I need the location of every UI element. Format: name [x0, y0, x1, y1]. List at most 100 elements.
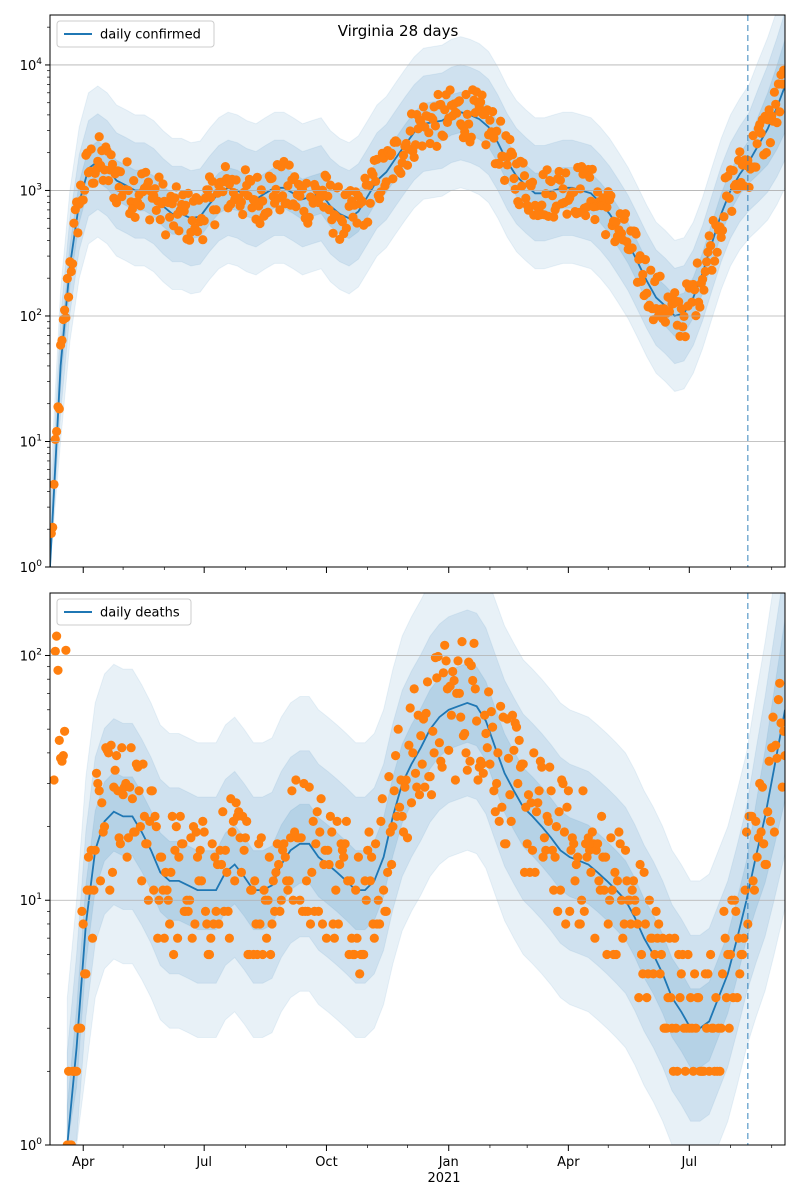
data-point [299, 206, 309, 216]
data-point [683, 949, 693, 960]
y-tick-label: 101 [20, 892, 42, 909]
data-point [550, 852, 560, 862]
data-point [642, 288, 652, 298]
data-point [761, 148, 772, 158]
data-point [327, 827, 337, 837]
data-point [174, 852, 184, 862]
data-point [620, 209, 631, 219]
data-point [106, 740, 116, 750]
data-point [224, 933, 234, 943]
data-point [537, 762, 547, 772]
data-point [214, 919, 224, 929]
data-point [725, 949, 736, 960]
data-point [570, 876, 580, 886]
data-point [680, 1066, 690, 1076]
data-point [507, 150, 518, 160]
data-point [61, 645, 71, 655]
data-point [267, 919, 277, 929]
data-point [307, 867, 317, 878]
data-point [135, 822, 145, 832]
data-point [469, 638, 479, 649]
data-point [291, 202, 301, 212]
data-point [62, 273, 72, 284]
data-point [631, 906, 641, 917]
data-point [460, 127, 470, 137]
data-point [301, 876, 312, 886]
data-point [227, 827, 237, 837]
y-tick-label: 100 [20, 1137, 43, 1154]
data-point [267, 173, 277, 183]
data-point [654, 919, 664, 929]
data-point [250, 876, 260, 886]
data-point [571, 859, 581, 870]
data-point [578, 786, 588, 796]
data-point [472, 716, 482, 726]
data-point [477, 90, 487, 100]
data-point [379, 885, 389, 895]
data-point [398, 150, 409, 160]
data-point [89, 178, 99, 188]
data-point [317, 919, 328, 929]
data-point [727, 206, 737, 216]
data-point [199, 216, 209, 226]
data-point [769, 827, 780, 837]
data-point [751, 162, 761, 172]
data-point [670, 933, 680, 943]
data-point [371, 176, 381, 186]
data-point [238, 209, 248, 220]
data-point [614, 827, 624, 837]
data-point [376, 816, 386, 827]
data-point [452, 108, 462, 118]
data-point [679, 311, 689, 321]
data-point [450, 775, 460, 785]
data-point [364, 827, 374, 837]
data-point [409, 152, 419, 162]
data-point [706, 241, 716, 251]
data-point [517, 181, 527, 191]
data-point [502, 160, 512, 170]
data-point [716, 232, 726, 242]
data-point [496, 116, 506, 126]
data-point [86, 144, 96, 154]
data-point [506, 816, 516, 827]
data-point [518, 759, 528, 769]
data-point [453, 656, 463, 666]
data-point [165, 212, 175, 222]
data-point [531, 807, 542, 817]
data-point [655, 271, 665, 281]
data-point [748, 876, 758, 886]
data-point [68, 259, 78, 269]
data-point [752, 139, 762, 149]
data-point [195, 845, 205, 855]
data-point [369, 933, 379, 943]
data-point [414, 790, 425, 800]
data-point [724, 1023, 734, 1033]
data-point [405, 703, 415, 713]
data-point [521, 193, 531, 203]
data-point [72, 1066, 82, 1076]
data-point [428, 726, 438, 736]
data-point [468, 675, 478, 686]
data-point [432, 673, 442, 683]
data-point [69, 218, 79, 228]
data-point [632, 919, 643, 929]
data-point [186, 833, 196, 843]
data-point [81, 969, 91, 979]
data-point [359, 949, 369, 960]
data-point [308, 816, 318, 827]
data-point [187, 216, 197, 226]
data-point [561, 919, 571, 929]
data-point [575, 919, 585, 929]
data-point [728, 166, 738, 176]
data-point [185, 235, 195, 245]
data-point [395, 802, 405, 812]
data-point [170, 193, 180, 203]
axes-frame [49, 592, 786, 1146]
data-point [456, 712, 466, 722]
data-point [454, 688, 464, 699]
x-tick-label: Jan [438, 1155, 459, 1170]
data-point [324, 859, 334, 870]
year-label: 2021 [427, 1171, 460, 1186]
data-point [118, 790, 128, 800]
data-point [321, 933, 332, 943]
